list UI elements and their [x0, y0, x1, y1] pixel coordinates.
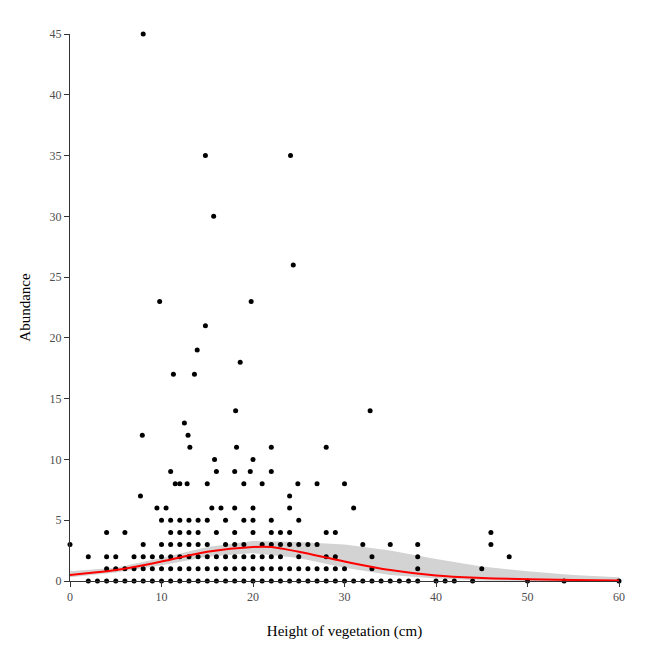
svg-text:Abundance: Abundance: [17, 273, 33, 342]
svg-text:20: 20: [50, 331, 62, 345]
svg-text:40: 40: [430, 590, 442, 604]
svg-text:30: 30: [339, 590, 351, 604]
svg-text:0: 0: [56, 574, 62, 588]
svg-text:5: 5: [56, 513, 62, 527]
svg-text:25: 25: [50, 270, 62, 284]
svg-text:50: 50: [522, 590, 534, 604]
svg-text:40: 40: [50, 88, 62, 102]
svg-text:60: 60: [613, 590, 625, 604]
svg-text:30: 30: [50, 210, 62, 224]
svg-text:45: 45: [50, 27, 62, 41]
svg-text:35: 35: [50, 149, 62, 163]
svg-text:15: 15: [50, 392, 62, 406]
svg-text:10: 10: [156, 590, 168, 604]
svg-text:Height of vegetation (cm): Height of vegetation (cm): [267, 623, 422, 640]
svg-text:0: 0: [67, 590, 73, 604]
svg-text:10: 10: [50, 453, 62, 467]
svg-text:20: 20: [247, 590, 259, 604]
